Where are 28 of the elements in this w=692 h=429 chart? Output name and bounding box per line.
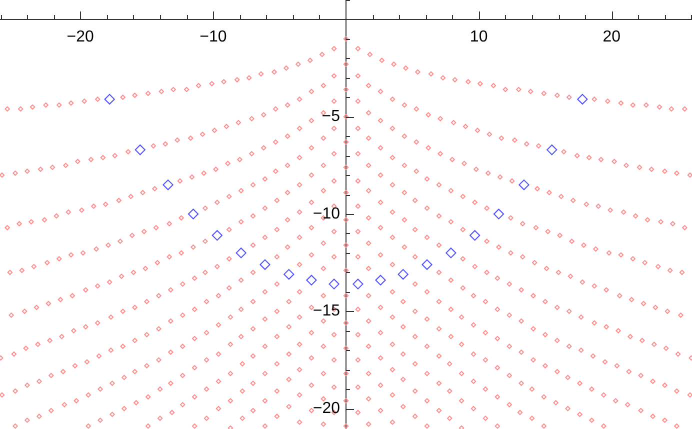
y-tick-label: −20	[312, 400, 340, 417]
point	[260, 259, 270, 270]
point	[446, 248, 456, 258]
x-tick-label: 10	[470, 28, 488, 46]
point	[398, 269, 408, 280]
point	[134, 144, 146, 156]
y-tick-label: −10	[312, 205, 340, 222]
point	[518, 180, 530, 190]
point	[352, 278, 364, 290]
point	[306, 274, 317, 286]
point	[284, 269, 294, 280]
point	[422, 259, 432, 270]
point	[328, 278, 340, 290]
point	[546, 144, 558, 156]
point	[375, 274, 386, 286]
point	[188, 208, 199, 220]
x-tick-label: 20	[602, 28, 621, 46]
point	[212, 230, 222, 241]
x-tick-label: −10	[200, 28, 227, 46]
point	[236, 248, 246, 258]
x-tick-label: −20	[66, 28, 94, 46]
point	[162, 180, 174, 190]
point	[104, 94, 115, 105]
point	[470, 230, 480, 241]
y-tick-label: −15	[312, 302, 340, 320]
point	[577, 94, 588, 105]
y-tick-label: −5	[322, 108, 340, 126]
point	[493, 208, 504, 220]
